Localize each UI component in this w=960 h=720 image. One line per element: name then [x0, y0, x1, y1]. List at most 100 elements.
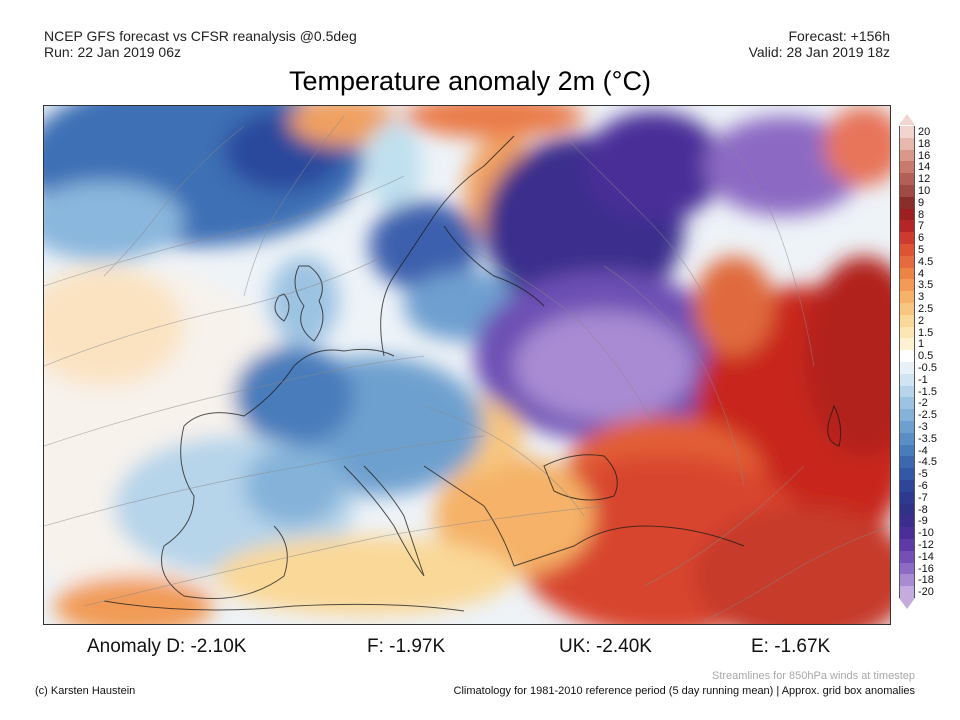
colorbar-label: -10 — [918, 527, 934, 540]
colorbar-swatch — [899, 527, 915, 539]
colorbar-label: 16 — [918, 149, 931, 162]
map-title: Temperature anomaly 2m (°C) — [289, 66, 651, 96]
map-canvas — [44, 106, 890, 624]
colorbar-label: 3 — [918, 291, 925, 304]
colorbar-label: -14 — [918, 550, 934, 563]
colorbar-swatch — [899, 539, 915, 551]
colorbar-label: -18 — [918, 574, 934, 587]
colorbar-label: 5 — [918, 244, 925, 256]
colorbar-label: 0.5 — [918, 350, 934, 363]
colorbar-swatch — [899, 279, 915, 292]
colorbar-swatch — [899, 350, 915, 362]
colorbar-swatch — [899, 338, 915, 351]
copyright: (c) Karsten Haustein — [35, 685, 136, 697]
colorbar-swatch — [899, 515, 915, 528]
colorbar-label: 9 — [918, 196, 925, 209]
colorbar-swatch — [899, 196, 915, 209]
colorbar-label: 4 — [918, 267, 925, 280]
colorbar-swatch — [899, 185, 915, 197]
colorbar-label: -4.5 — [918, 456, 937, 469]
colorbar-swatch — [899, 421, 915, 433]
colorbar-swatch — [899, 208, 915, 221]
colorbar-swatch — [899, 255, 915, 268]
colorbar-swatch — [899, 586, 915, 598]
colorbar-label: -8 — [918, 503, 928, 516]
colorbar-swatch — [899, 173, 915, 185]
forecast-info: Forecast: +156h Valid: 28 Jan 2019 18z — [749, 28, 890, 60]
climatology-note: Climatology for 1981-2010 reference peri… — [453, 685, 915, 697]
colorbar-label: -4 — [918, 444, 928, 457]
colorbar-swatch — [899, 291, 915, 303]
colorbar-label: 18 — [918, 137, 931, 150]
valid-time: Valid: 28 Jan 2019 18z — [748, 44, 890, 60]
colorbar-label: -2 — [918, 397, 928, 410]
colorbar-label: 6 — [918, 232, 925, 245]
colorbar-swatch — [899, 137, 915, 150]
colorbar-label: 14 — [918, 161, 931, 174]
colorbar-swatch — [899, 444, 915, 457]
streamlines — [44, 115, 890, 622]
colorbar-label: 3.5 — [918, 279, 934, 292]
run-info: NCEP GFS forecast vs CFSR reanalysis @0.… — [44, 28, 357, 60]
colorbar-swatch — [899, 432, 915, 445]
model-line: NCEP GFS forecast vs CFSR reanalysis @0.… — [44, 28, 357, 44]
colorbar-label: 8 — [918, 208, 925, 221]
colorbar-arrow-top — [899, 114, 915, 125]
colorbar-swatch — [899, 126, 915, 138]
colorbar-swatch — [899, 149, 915, 162]
forecast-lead: Forecast: +156h — [788, 28, 890, 44]
colorbar-swatch — [899, 303, 915, 315]
colorbar-swatch — [899, 456, 915, 469]
colorbar-label: -6 — [918, 480, 928, 492]
colorbar-swatch — [899, 326, 915, 339]
colorbar-swatch — [899, 491, 915, 504]
colorbar-swatch — [899, 161, 915, 174]
colorbar-label: 7 — [918, 220, 925, 233]
colorbar-label: 4.5 — [918, 255, 934, 268]
colorbar-swatch — [899, 574, 915, 587]
streamline-note: Streamlines for 850hPa winds at timestep — [712, 670, 915, 682]
colorbar-label: -0.5 — [918, 362, 937, 374]
colorbar-label: -20 — [918, 586, 934, 599]
colorbar-label: -2.5 — [918, 409, 937, 422]
colorbar-label: 12 — [918, 173, 931, 186]
colorbar-label: -9 — [918, 515, 928, 528]
colorbar-label: 1.5 — [918, 326, 934, 339]
colorbar-swatch — [899, 220, 915, 233]
colorbar-label: -3 — [918, 421, 928, 433]
regional-anomalies: Anomaly D: -2.10K F: -1.97K UK: -2.40K E… — [0, 636, 960, 662]
colorbar-swatch — [899, 267, 915, 280]
colorbar-label: 1 — [918, 338, 925, 351]
colorbar-swatch — [899, 550, 915, 563]
colorbar-label: -7 — [918, 491, 928, 504]
anomaly-uk: UK: -2.40K — [559, 636, 652, 657]
colorbar-label: -16 — [918, 562, 934, 575]
colorbar-arrow-bottom — [899, 598, 915, 609]
anomaly-map — [43, 105, 891, 625]
colorbar-swatch — [899, 373, 915, 386]
colorbar-label: -1 — [918, 373, 928, 386]
run-time: Run: 22 Jan 2019 06z — [44, 44, 181, 60]
colorbar-swatch — [899, 562, 915, 575]
colorbar-swatch — [899, 385, 915, 398]
colorbar-label: 20 — [918, 126, 931, 138]
colorbar-swatch — [899, 232, 915, 244]
colorbar-label: -12 — [918, 539, 934, 551]
coastlines — [103, 135, 842, 612]
colorbar-swatch — [899, 397, 915, 410]
colorbar-label: -1.5 — [918, 385, 937, 398]
colorbar-swatch — [899, 480, 915, 492]
anomaly-germany: Anomaly D: -2.10K — [87, 636, 247, 657]
colorbar-label: 2.5 — [918, 303, 934, 315]
colorbar-swatch — [899, 244, 915, 256]
colorbar-label: -5 — [918, 468, 928, 481]
anomaly-spain: E: -1.67K — [751, 636, 831, 657]
colorbar-label: 10 — [918, 185, 931, 197]
colorbar-swatch — [899, 503, 915, 516]
colorbar-swatch — [899, 314, 915, 327]
colorbar-swatch — [899, 468, 915, 480]
colorbar-swatch — [899, 409, 915, 421]
colorbar-swatch — [899, 362, 915, 374]
anomaly-france: F: -1.97K — [367, 636, 446, 657]
colorbar-label: -3.5 — [918, 432, 937, 445]
